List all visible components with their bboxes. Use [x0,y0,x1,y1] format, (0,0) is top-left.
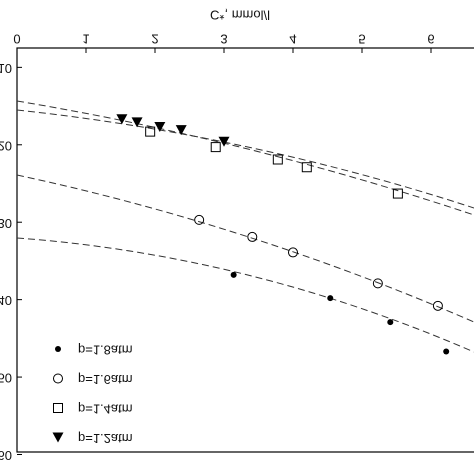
y-tick-label: 20 [0,138,12,153]
y-tick-label: 30 [0,216,12,231]
point [272,154,283,165]
point [175,125,187,136]
point [210,142,221,153]
point [247,231,258,242]
legend-marker [52,432,64,443]
point [443,348,450,355]
point [145,126,156,137]
point [392,188,403,199]
x-tick-label: 4 [289,32,296,47]
x-tick-label: 3 [220,32,227,47]
y-tick-label: 10 [0,61,12,76]
point [131,117,143,128]
point [288,247,298,258]
plot-frame [16,47,474,453]
point [218,136,230,147]
fit-curve [16,109,474,209]
point [154,121,166,132]
legend-marker [55,346,61,352]
fit-curve [16,174,474,323]
point [230,271,237,278]
fit-curve [16,100,474,216]
point [372,278,383,289]
legend-label: p=1.8atm [78,343,133,358]
x-tick-label: 5 [358,32,365,47]
x-tick-label: 0 [13,32,20,47]
y-tick-label: 50 [0,371,12,386]
legend-label: p=1.2atm [78,431,133,446]
point [194,214,205,225]
y-tick-label: 40 [0,293,12,308]
point [116,114,128,125]
legend-marker [53,403,63,413]
x-axis-title: C*, mmol/l [210,8,270,23]
legend-marker [53,373,63,384]
point [432,300,443,311]
point [387,319,394,326]
x-tick-label: 2 [151,32,158,47]
x-tick-label: 1 [82,32,89,47]
fit-curve [16,237,474,353]
x-tick-label: 6 [427,32,434,47]
legend-label: p=1.6atm [78,372,133,387]
point [301,162,312,173]
point [327,295,334,302]
legend-label: p=1.4atm [78,402,133,417]
y-tick-label: 60 [0,448,12,463]
